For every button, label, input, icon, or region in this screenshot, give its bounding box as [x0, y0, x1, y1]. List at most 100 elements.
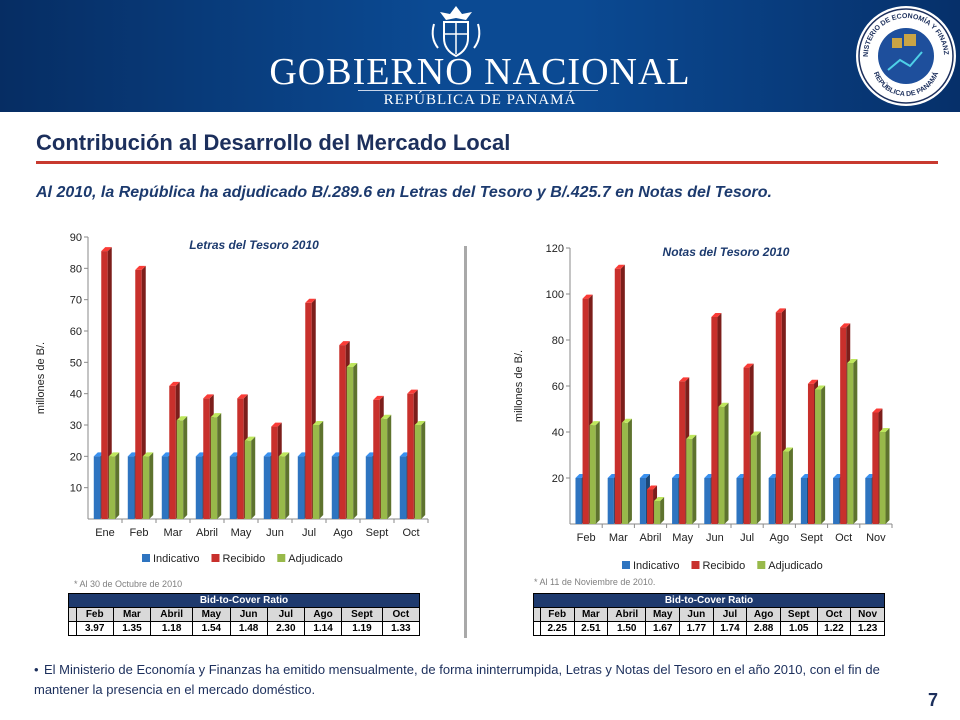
- bar-top: [589, 421, 600, 426]
- bar-indicativo: [365, 456, 373, 519]
- table-month-header: Sept: [341, 607, 383, 622]
- x-tick-label: Feb: [130, 527, 149, 539]
- table-ratio-value: 2.30: [266, 621, 305, 636]
- bar-top: [646, 485, 658, 490]
- bar-indicativo: [575, 478, 582, 524]
- bar-top: [840, 323, 851, 328]
- bar-top: [614, 264, 625, 269]
- bar-side: [692, 434, 697, 524]
- bar-top: [582, 294, 593, 299]
- bar-side: [724, 402, 729, 524]
- chart-title: Notas del Tesoro 2010: [663, 245, 790, 259]
- legend-label: Indicativo: [633, 560, 679, 572]
- bar-recibido: [271, 426, 278, 519]
- y-tick-label: 20: [552, 473, 564, 485]
- bar-side: [183, 416, 188, 519]
- table-month-header: Feb: [75, 607, 114, 622]
- table-month-header: Jun: [229, 607, 268, 622]
- table-month-header: Mar: [112, 607, 152, 622]
- y-axis-label: millones de B/.: [513, 350, 525, 422]
- table-title-row: Bid-to-Cover Ratio: [68, 593, 420, 608]
- table-month-header: Nov: [850, 607, 885, 622]
- table-month-header: Mar: [573, 607, 609, 622]
- table-month-header: Feb: [539, 607, 575, 622]
- bar-recibido: [743, 367, 750, 524]
- table-ratio-value: 2.25: [539, 621, 575, 636]
- coat-of-arms-icon: [431, 6, 481, 58]
- table-header-row: Feb Mar Abril May Jun Jul Ago Sept Oct: [68, 607, 421, 622]
- bar-top: [373, 395, 384, 400]
- table-month-header: Abril: [150, 607, 194, 622]
- x-tick-label: May: [231, 527, 252, 539]
- x-tick-label: Mar: [609, 532, 628, 544]
- bar-indicativo: [736, 478, 743, 524]
- bar-side: [115, 452, 120, 519]
- bar-side: [217, 413, 222, 519]
- bar-top: [237, 394, 248, 399]
- table-blank-cell: [68, 607, 77, 622]
- bar-recibido: [339, 345, 346, 519]
- bullet-dot: •: [34, 662, 39, 677]
- x-tick-label: Abril: [196, 527, 218, 539]
- bar-adjudicado: [750, 435, 757, 524]
- bar-recibido: [101, 251, 108, 519]
- table-ratio-value: 3.97: [75, 621, 114, 636]
- bar-indicativo: [672, 478, 679, 524]
- bar-indicativo: [229, 456, 237, 519]
- y-tick-label: 60: [70, 326, 82, 338]
- bar-indicativo: [195, 456, 203, 519]
- bar-top: [807, 379, 819, 384]
- bid-to-cover-title: Bid-to-Cover Ratio: [68, 593, 420, 608]
- y-tick-label: 30: [70, 420, 82, 432]
- bar-top: [654, 497, 665, 501]
- table-ratio-value: 2.88: [746, 621, 781, 636]
- y-tick-label: 80: [552, 335, 564, 347]
- y-tick-label: 40: [70, 389, 82, 401]
- bar-indicativo: [93, 456, 101, 519]
- legend-swatch: [622, 561, 630, 569]
- bar-adjudicado: [210, 417, 218, 519]
- x-tick-label: Jul: [302, 527, 316, 539]
- government-subtitle: REPÚBLICA DE PANAMÁ: [383, 92, 577, 108]
- y-tick-label: 60: [552, 381, 564, 393]
- notas-chart-svg: Notas del Tesoro 2010 20 40 60 80 100 120 millo…: [513, 243, 893, 572]
- x-tick-label: Sept: [800, 532, 823, 544]
- bar-indicativo: [833, 478, 840, 524]
- bar-indicativo: [297, 456, 305, 519]
- bar-adjudicado: [142, 456, 150, 519]
- table-blank-cell: [533, 621, 541, 636]
- bar-top: [108, 452, 120, 457]
- bar-top: [711, 313, 722, 317]
- bar-top: [750, 431, 761, 436]
- x-tick-label: Jul: [740, 532, 754, 544]
- bar-recibido: [679, 381, 686, 524]
- bar-top: [271, 422, 282, 427]
- x-tick-label: Ago: [770, 532, 790, 544]
- x-tick-label: Oct: [835, 532, 852, 544]
- bar-side: [149, 452, 154, 519]
- bar-top: [210, 413, 222, 418]
- table-month-header: Jun: [679, 607, 714, 622]
- table-month-header: Ago: [746, 607, 781, 622]
- bar-top: [782, 447, 793, 452]
- x-tick-label: Abril: [639, 532, 661, 544]
- bar-indicativo: [399, 456, 407, 519]
- bar-indicativo: [127, 456, 135, 519]
- bar-top: [101, 247, 112, 252]
- x-tick-label: Jun: [266, 527, 284, 539]
- bar-recibido: [582, 298, 589, 524]
- table-ratio-value: 1.67: [645, 621, 680, 636]
- table-header-row: Feb Mar Abril May Jun Jul Ago Sept Oct Nov: [533, 607, 885, 622]
- table-ratio-value: 1.19: [341, 621, 383, 636]
- bar-indicativo: [331, 456, 339, 519]
- table-ratio-value: 1.35: [112, 621, 152, 636]
- bar-top: [305, 298, 316, 303]
- bar-side: [627, 418, 632, 524]
- letras-chart-svg: Letras del Tesoro 2010102030405060708090…: [35, 232, 429, 565]
- table-ratio-value: 1.18: [150, 621, 194, 636]
- bar-indicativo: [161, 456, 169, 519]
- legend-swatch: [277, 554, 286, 562]
- table-ratio-value: 1.48: [229, 621, 268, 636]
- bar-indicativo: [263, 456, 271, 519]
- letras-bid-to-cover-table: Bid-to-Cover Ratio Feb Mar Abril May Jun Jul Ag…: [68, 593, 421, 636]
